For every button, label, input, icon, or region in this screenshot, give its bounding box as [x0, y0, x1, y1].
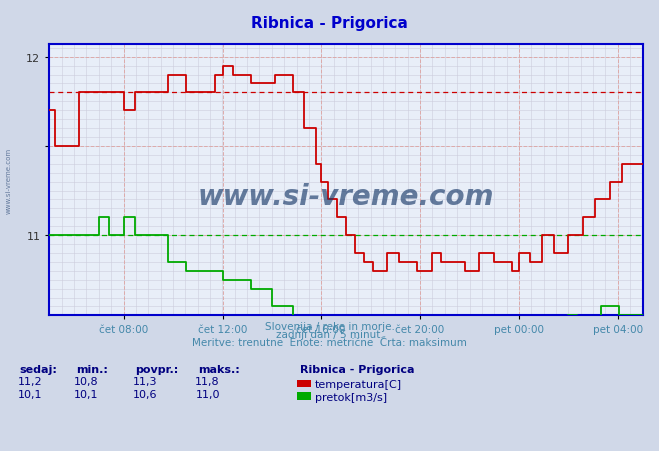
Text: Ribnica - Prigorica: Ribnica - Prigorica [300, 364, 415, 374]
Text: pretok[m3/s]: pretok[m3/s] [315, 392, 387, 402]
Text: 10,8: 10,8 [73, 376, 98, 386]
Text: 10,1: 10,1 [17, 389, 42, 399]
Text: 11,2: 11,2 [17, 376, 42, 386]
Text: 11,3: 11,3 [132, 376, 158, 386]
Text: zadnji dan / 5 minut.: zadnji dan / 5 minut. [275, 329, 384, 339]
Text: 10,6: 10,6 [132, 389, 158, 399]
Text: 10,1: 10,1 [73, 389, 98, 399]
Text: www.si-vreme.com: www.si-vreme.com [5, 147, 12, 213]
Text: maks.:: maks.: [198, 364, 239, 374]
Text: 11,8: 11,8 [195, 376, 220, 386]
Text: Ribnica - Prigorica: Ribnica - Prigorica [251, 16, 408, 31]
Text: 11,0: 11,0 [195, 389, 220, 399]
Text: min.:: min.: [76, 364, 107, 374]
Text: sedaj:: sedaj: [20, 364, 57, 374]
Text: temperatura[C]: temperatura[C] [315, 379, 402, 389]
Text: www.si-vreme.com: www.si-vreme.com [198, 183, 494, 211]
Text: Slovenija / reke in morje.: Slovenija / reke in morje. [264, 321, 395, 331]
Text: povpr.:: povpr.: [135, 364, 179, 374]
Text: Meritve: trenutne  Enote: metrične  Črta: maksimum: Meritve: trenutne Enote: metrične Črta: … [192, 337, 467, 347]
